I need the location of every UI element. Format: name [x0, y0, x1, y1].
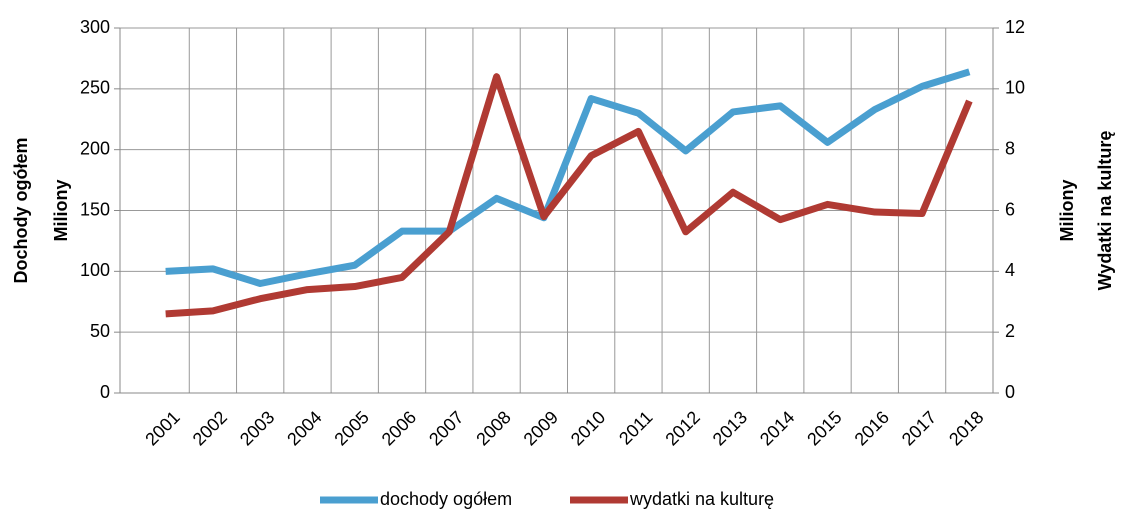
y-axis-label: Dochody ogółem — [11, 137, 31, 283]
x-tick-label: 2011 — [615, 407, 657, 449]
legend-label: dochody ogółem — [380, 489, 512, 509]
x-tick-label: 2018 — [945, 407, 987, 449]
y-tick-label: 200 — [80, 138, 110, 158]
y-axis-label: Miliony — [51, 180, 71, 242]
y2-axis-label: Miliony — [1057, 180, 1077, 242]
x-tick-label: 2005 — [330, 407, 372, 449]
x-tick-label: 2014 — [756, 407, 798, 449]
y2-axis-label: Wydatki na kulturę — [1095, 131, 1115, 291]
x-tick-label: 2008 — [472, 407, 514, 449]
x-tick-label: 2009 — [520, 407, 562, 449]
x-tick-label: 2016 — [851, 407, 893, 449]
y-tick-label: 300 — [80, 17, 110, 37]
y-tick-label: 50 — [90, 321, 110, 341]
y2-tick-label: 8 — [1005, 138, 1015, 158]
x-tick-label: 2001 — [141, 407, 183, 449]
x-tick-label: 2017 — [898, 407, 940, 449]
x-tick-label: 2013 — [709, 407, 751, 449]
x-tick-label: 2010 — [567, 407, 609, 449]
y2-tick-label: 2 — [1005, 321, 1015, 341]
x-tick-label: 2015 — [803, 407, 845, 449]
y-tick-label: 250 — [80, 78, 110, 98]
x-tick-label: 2002 — [189, 407, 231, 449]
series-line — [165, 73, 973, 318]
x-tick-label: 2007 — [425, 407, 467, 449]
y-tick-label: 0 — [100, 382, 110, 402]
legend-label: wydatki na kulturę — [629, 489, 774, 509]
y2-tick-label: 10 — [1005, 78, 1025, 98]
x-tick-label: 2006 — [378, 407, 420, 449]
x-tick-label: 2012 — [661, 407, 703, 449]
y2-tick-label: 6 — [1005, 199, 1015, 219]
y2-tick-label: 0 — [1005, 382, 1015, 402]
series-line — [165, 68, 971, 287]
y2-tick-label: 4 — [1005, 260, 1015, 280]
y2-tick-label: 12 — [1005, 17, 1025, 37]
x-tick-label: 2004 — [283, 407, 325, 449]
x-tick-label: 2003 — [236, 407, 278, 449]
y-tick-label: 100 — [80, 260, 110, 280]
y-tick-label: 150 — [80, 199, 110, 219]
